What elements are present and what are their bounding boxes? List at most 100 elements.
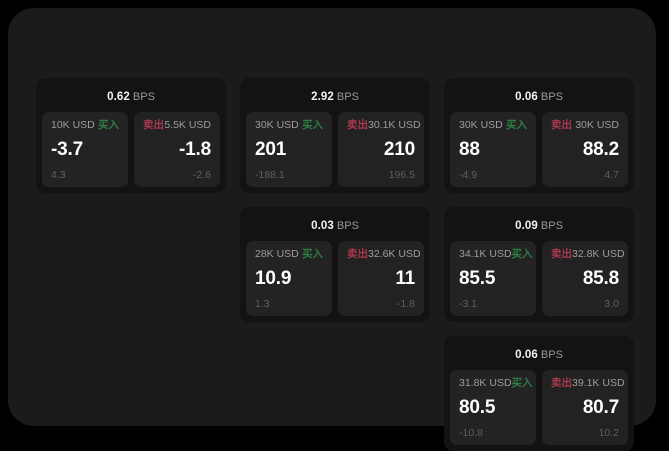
buy-side-header: 28K USD 买入	[255, 249, 323, 260]
sell-side-panel[interactable]: 卖出 32.8K USD 85.8 3.0	[542, 241, 628, 316]
sell-side-header: 卖出 39.1K USD	[551, 377, 625, 389]
bps-unit-label: BPS	[132, 91, 155, 103]
bps-value: 2.92	[311, 91, 334, 103]
buy-delta: -4.9	[459, 168, 478, 181]
quote-card[interactable]: 0.06 BPS 30K USD 买入 88 -4.9 卖出 30K USD 88.2 4.7	[444, 78, 634, 193]
sell-delta: -2.6	[192, 168, 211, 181]
bps-value: 0.09	[515, 220, 538, 232]
buy-action-label[interactable]: 买入	[511, 377, 533, 389]
sell-side-header: 卖出 30K USD	[551, 120, 619, 131]
bps-unit-label: BPS	[336, 220, 359, 232]
card-bps-header: 2.92 BPS	[246, 85, 424, 112]
sell-action-label[interactable]: 卖出	[551, 248, 572, 260]
sell-side-header: 卖出 30.1K USD	[347, 119, 421, 131]
bps-unit-label: BPS	[540, 91, 563, 103]
sell-side-panel[interactable]: 卖出 30.1K USD 210 196.5	[338, 112, 424, 187]
sell-price: 80.7	[582, 396, 619, 418]
card-bps-header: 0.62 BPS	[42, 85, 220, 112]
card-sides: 10K USD 买入 -3.7 4.3 卖出 5.5K USD -1.8 -2.6	[42, 112, 220, 187]
buy-side-panel[interactable]: 30K USD 买入 88 -4.9	[450, 112, 536, 187]
buy-action-label[interactable]: 买入	[506, 119, 527, 131]
sell-action-label[interactable]: 卖出	[347, 248, 368, 260]
sell-action-label[interactable]: 卖出	[143, 119, 164, 131]
sell-side-panel[interactable]: 卖出 39.1K USD 80.7 10.2	[542, 370, 628, 445]
sell-delta: 196.5	[388, 168, 415, 181]
quote-card[interactable]: 0.09 BPS 34.1K USD 买入 85.5 -3.1 卖出 32.8K USD 85.…	[444, 207, 634, 322]
sell-side-panel[interactable]: 卖出 30K USD 88.2 4.7	[542, 112, 628, 187]
sell-action-label[interactable]: 卖出	[551, 377, 572, 389]
buy-action-label[interactable]: 买入	[302, 119, 323, 131]
quote-column: 0.62 BPS 10K USD 买入 -3.7 4.3 卖出 5.5K USD -1.8 -2.…	[36, 78, 226, 193]
buy-delta: -188.1	[255, 168, 285, 181]
quote-card[interactable]: 0.03 BPS 28K USD 买入 10.9 1.3 卖出 32.6K USD 11 -1.8	[240, 207, 430, 322]
app-panel: 0.62 BPS 10K USD 买入 -3.7 4.3 卖出 5.5K USD -1.8 -2.…	[8, 8, 656, 451]
sell-side-header: 卖出 32.8K USD	[551, 248, 625, 260]
sell-price: 11	[395, 267, 415, 289]
buy-side-header: 34.1K USD 买入	[459, 248, 533, 260]
quote-card[interactable]: 0.06 BPS 31.8K USD 买入 80.5 -10.8 卖出 39.1K USD 80…	[444, 336, 634, 451]
bps-value: 0.06	[515, 349, 538, 361]
sell-side-header: 卖出 5.5K USD	[143, 120, 211, 131]
quote-column: 0.06 BPS 30K USD 买入 88 -4.9 卖出 30K USD 88.2 4.7 0.…	[444, 78, 634, 451]
card-sides: 34.1K USD 买入 85.5 -3.1 卖出 32.8K USD 85.8 3.0	[450, 241, 628, 316]
buy-side-panel[interactable]: 31.8K USD 买入 80.5 -10.8	[450, 370, 536, 445]
quote-board: 0.62 BPS 10K USD 买入 -3.7 4.3 卖出 5.5K USD -1.8 -2.…	[36, 78, 634, 451]
buy-price: 85.5	[459, 267, 496, 289]
sell-side-panel[interactable]: 卖出 5.5K USD -1.8 -2.6	[134, 112, 220, 187]
quote-column: 2.92 BPS 30K USD 买入 201 -188.1 卖出 30.1K USD 210 1…	[240, 78, 430, 322]
buy-side-header: 30K USD 买入	[459, 120, 527, 131]
buy-side-header: 31.8K USD 买入	[459, 377, 533, 389]
buy-price: -3.7	[51, 138, 83, 160]
buy-side-panel[interactable]: 28K USD 买入 10.9 1.3	[246, 241, 332, 316]
sell-side-header: 卖出 32.6K USD	[347, 248, 421, 260]
buy-size-label: 34.1K USD	[459, 248, 512, 260]
buy-side-panel[interactable]: 30K USD 买入 201 -188.1	[246, 112, 332, 187]
bps-value: 0.06	[515, 91, 538, 103]
buy-action-label[interactable]: 买入	[511, 248, 533, 260]
buy-side-header: 30K USD 买入	[255, 120, 323, 131]
buy-delta: 1.3	[255, 297, 270, 310]
quote-card[interactable]: 0.62 BPS 10K USD 买入 -3.7 4.3 卖出 5.5K USD -1.8 -2.…	[36, 78, 226, 193]
sell-size-label: 39.1K USD	[572, 377, 625, 389]
buy-size-label: 31.8K USD	[459, 377, 512, 389]
card-sides: 30K USD 买入 88 -4.9 卖出 30K USD 88.2 4.7	[450, 112, 628, 187]
sell-price: 88.2	[582, 138, 619, 160]
buy-side-panel[interactable]: 10K USD 买入 -3.7 4.3	[42, 112, 128, 187]
card-sides: 31.8K USD 买入 80.5 -10.8 卖出 39.1K USD 80.7 10.2	[450, 370, 628, 445]
sell-delta: -1.8	[396, 297, 415, 310]
buy-size-label: 10K USD	[51, 119, 95, 131]
card-sides: 30K USD 买入 201 -188.1 卖出 30.1K USD 210 196.5	[246, 112, 424, 187]
sell-delta: 3.0	[604, 297, 619, 310]
sell-price: -1.8	[179, 138, 211, 160]
buy-size-label: 28K USD	[255, 248, 299, 260]
buy-price: 201	[255, 138, 287, 160]
sell-action-label[interactable]: 卖出	[347, 119, 368, 131]
buy-price: 10.9	[255, 267, 292, 289]
buy-action-label[interactable]: 买入	[98, 119, 119, 131]
buy-delta: -3.1	[459, 297, 478, 310]
bps-unit-label: BPS	[336, 91, 359, 103]
bps-unit-label: BPS	[540, 349, 563, 361]
buy-side-panel[interactable]: 34.1K USD 买入 85.5 -3.1	[450, 241, 536, 316]
card-sides: 28K USD 买入 10.9 1.3 卖出 32.6K USD 11 -1.8	[246, 241, 424, 316]
buy-price: 80.5	[459, 396, 496, 418]
card-bps-header: 0.06 BPS	[450, 85, 628, 112]
sell-action-label[interactable]: 卖出	[551, 119, 572, 131]
buy-delta: -10.8	[459, 426, 483, 439]
quote-card[interactable]: 2.92 BPS 30K USD 买入 201 -188.1 卖出 30.1K USD 210 1…	[240, 78, 430, 193]
sell-size-label: 5.5K USD	[164, 119, 211, 131]
buy-size-label: 30K USD	[255, 119, 299, 131]
bps-value: 0.03	[311, 220, 334, 232]
sell-size-label: 30.1K USD	[368, 119, 421, 131]
bps-value: 0.62	[107, 91, 130, 103]
sell-price: 210	[383, 138, 415, 160]
bps-unit-label: BPS	[540, 220, 563, 232]
card-bps-header: 0.03 BPS	[246, 214, 424, 241]
sell-size-label: 32.6K USD	[368, 248, 421, 260]
buy-price: 88	[459, 138, 480, 160]
buy-action-label[interactable]: 买入	[302, 248, 323, 260]
sell-side-panel[interactable]: 卖出 32.6K USD 11 -1.8	[338, 241, 424, 316]
buy-side-header: 10K USD 买入	[51, 120, 119, 131]
card-bps-header: 0.06 BPS	[450, 343, 628, 370]
sell-delta: 10.2	[598, 426, 619, 439]
